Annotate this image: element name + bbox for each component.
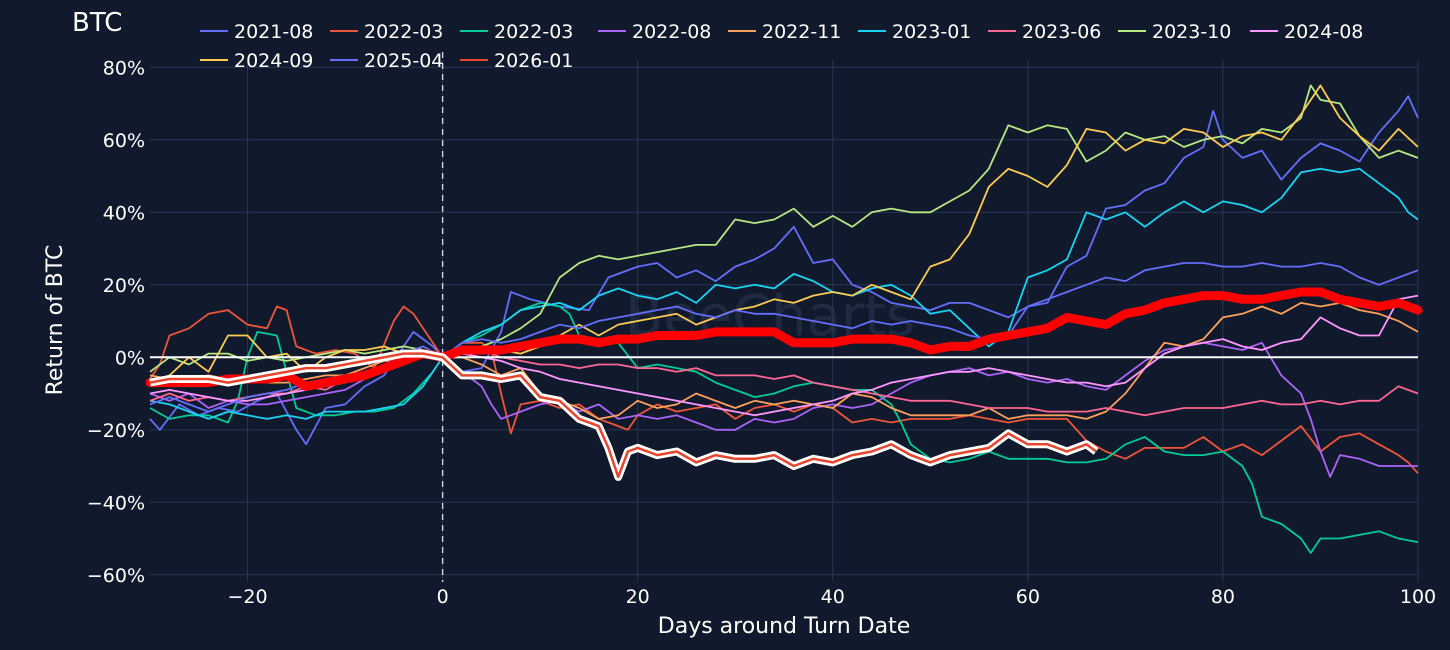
y-tick-label: 40% <box>103 202 145 224</box>
series-line-2024-09 <box>149 84 1419 384</box>
legend-label: 2022-11 <box>762 21 841 43</box>
legend-label: 2022-03 <box>364 21 443 43</box>
x-tick-label: −20 <box>227 586 267 608</box>
legend-item-2022-03[interactable]: 2022-03 <box>330 21 443 43</box>
y-axis-title: Return of BTC <box>43 245 68 396</box>
legend-label: 2023-01 <box>892 21 971 43</box>
legend-item-2024-08[interactable]: 2024-08 <box>1250 21 1363 43</box>
series-line-2026-01-current <box>149 352 1097 479</box>
legend-item-2025-04[interactable]: 2025-04 <box>330 50 443 72</box>
legend-label: 2022-08 <box>632 21 711 43</box>
legend-label: 2026-01 <box>494 50 573 72</box>
legend-label: 2021-08 <box>234 21 313 43</box>
x-tick-label: 20 <box>626 586 650 608</box>
legend-label: 2024-09 <box>234 50 313 72</box>
legend-item-2022-08[interactable]: 2022-08 <box>598 21 711 43</box>
y-tick-label: −40% <box>87 492 145 514</box>
x-tick-label: 100 <box>1400 586 1436 608</box>
legend-label: 2024-08 <box>1284 21 1363 43</box>
x-tick-label: 60 <box>1016 586 1040 608</box>
series-line-2023-10 <box>149 84 1419 373</box>
series-line-2022-11 <box>149 301 1419 420</box>
y-tick-label: 80% <box>103 57 145 79</box>
legend-item-2024-09[interactable]: 2024-09 <box>200 50 313 72</box>
legend-label: 2023-06 <box>1022 21 1101 43</box>
series-lines <box>145 84 1423 554</box>
legend-label: 2025-04 <box>364 50 443 72</box>
legend-item-2023-10[interactable]: 2023-10 <box>1118 21 1231 43</box>
legend[interactable]: 2021-08 2022-03 2022-03 2022-08 2022-11 2023-… <box>200 21 1363 72</box>
legend-item-2026-01[interactable]: 2026-01 <box>460 50 573 72</box>
mean-line <box>145 287 1423 391</box>
x-tick-label: 40 <box>821 586 845 608</box>
series-line-2021-08 <box>149 95 1419 446</box>
y-tick-label: −20% <box>87 420 145 442</box>
legend-item-2023-01[interactable]: 2023-01 <box>858 21 971 43</box>
legend-item-2022-11[interactable]: 2022-11 <box>728 21 841 43</box>
legend-label: 2023-10 <box>1152 21 1231 43</box>
y-tick-label: 0% <box>115 347 145 369</box>
legend-item-2023-06[interactable]: 2023-06 <box>988 21 1101 43</box>
x-axis-title: Days around Turn Date <box>658 614 910 639</box>
legend-item-2021-08[interactable]: 2021-08 <box>200 21 313 43</box>
legend-label: 2022-03 <box>494 21 573 43</box>
y-tick-label: 60% <box>103 130 145 152</box>
x-tick-label: 0 <box>437 586 449 608</box>
legend-item-2022-03[interactable]: 2022-03 <box>460 21 573 43</box>
x-tick-label: 80 <box>1211 586 1235 608</box>
axes: −60% −40% −20% 0% 20% 40% 60% 80% −20 0 20 40 60 80 10… <box>87 57 1436 608</box>
y-tick-label: −60% <box>87 565 145 587</box>
chart-title: BTC <box>72 8 122 38</box>
y-tick-label: 20% <box>103 275 145 297</box>
series-line-2023-01 <box>149 167 1419 420</box>
